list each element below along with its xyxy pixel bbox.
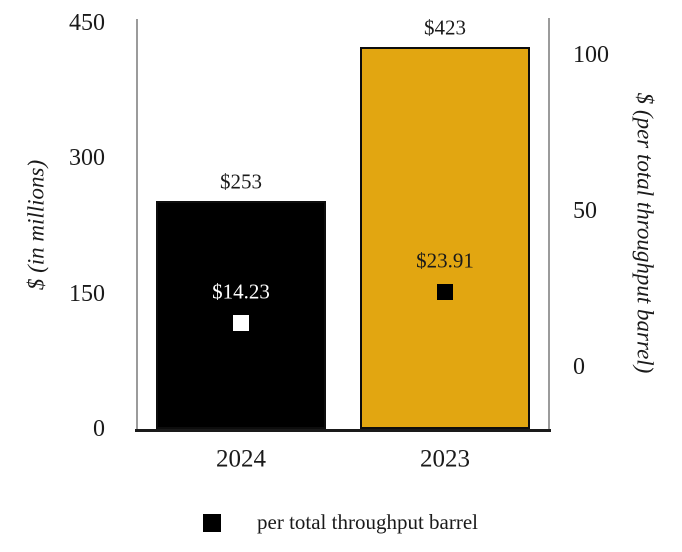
- bar-2023: [360, 47, 530, 429]
- right-axis-title: $ (per total throughput barrel): [632, 92, 658, 374]
- legend-marker-square-icon: [203, 513, 221, 532]
- category-label-2023: 2023: [420, 445, 470, 473]
- marker-value-label-2024: $14.23: [212, 279, 270, 304]
- bar-value-label-2024: $253: [220, 169, 262, 194]
- legend: per total throughput barrel: [203, 512, 478, 533]
- legend-label: per total throughput barrel: [257, 510, 479, 534]
- left-axis-tick-label: 450: [69, 10, 105, 36]
- left-axis-line: [136, 19, 138, 430]
- right-axis-tick-label: 50: [573, 198, 597, 224]
- marker-2024: [233, 315, 249, 331]
- left-axis-tick-label: 0: [93, 416, 105, 442]
- bar-value-label-2023: $423: [424, 15, 466, 40]
- bar-2024: [156, 201, 326, 429]
- marker-2023: [437, 284, 453, 300]
- category-label-2024: 2024: [216, 445, 266, 473]
- left-axis-title: $ (in millions): [23, 159, 49, 291]
- left-axis-tick-label: 300: [69, 145, 105, 171]
- x-axis-line: [135, 429, 551, 432]
- right-axis-tick-label: 0: [573, 354, 585, 380]
- right-axis-tick-label: 100: [573, 42, 609, 68]
- left-axis-tick-label: 150: [69, 281, 105, 307]
- right-axis-line: [548, 18, 550, 430]
- marker-value-label-2023: $23.91: [416, 248, 474, 273]
